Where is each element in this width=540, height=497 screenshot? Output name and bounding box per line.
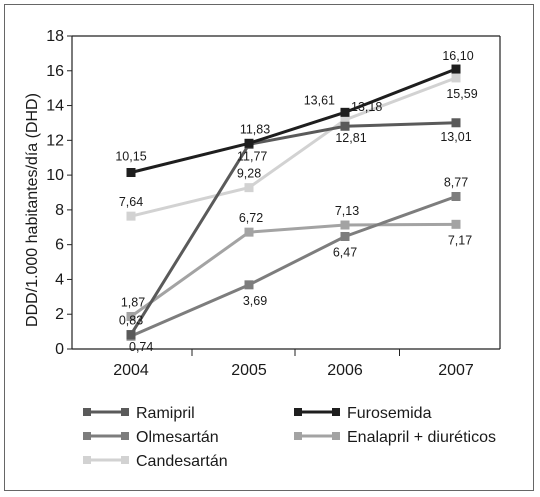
y-tick-label: 12 [46,132,64,149]
y-tick-label: 14 [46,98,64,115]
legend-label: Candesartán [136,453,228,470]
series-enalapril-diur-ticos [126,219,461,321]
data-label: 7,64 [119,195,143,209]
data-point [451,191,461,201]
legend-label: Ramipril [136,405,195,422]
data-point [340,121,350,131]
y-tick-label: 18 [46,28,64,45]
y-tick-label: 10 [46,167,64,184]
data-point [451,64,461,74]
x-tick-label: 2004 [113,362,149,379]
data-point [451,118,461,128]
data-point [126,311,136,321]
legend-swatch-marker [121,432,129,440]
legend-swatch-marker [121,408,129,416]
y-axis-label: DDD/1.000 habitantes/día (DHD) [24,93,41,327]
legend-label: Enalapril + diuréticos [347,429,496,446]
data-label: 8,77 [444,175,468,189]
legend-label: Furosemida [347,405,432,422]
data-point [451,219,461,229]
series-olmesart-n [126,191,461,341]
series-furosemida [126,64,461,178]
data-label: 1,87 [121,295,145,309]
data-point [244,227,254,237]
data-point [244,138,254,148]
series-line [130,195,457,338]
legend-swatch-marker [83,456,91,464]
data-label: 13,18 [351,100,382,114]
y-tick-label: 16 [46,63,64,80]
legend-swatch-marker [294,408,302,416]
series-lines: 0,83 11,77 12,81 13,01 10,15 11,83 13,61 16,10 0… [115,49,477,354]
data-label: 12,81 [335,131,366,145]
data-point [340,231,350,241]
series-line [129,121,457,336]
legend-swatch-marker [121,456,129,464]
legend-item: Enalapril + diuréticos [294,429,496,446]
x-tick-label: 2006 [327,362,363,379]
legend-swatch-marker [332,432,340,440]
data-point [126,168,136,178]
data-point [451,73,461,83]
data-label: 7,13 [335,204,359,218]
legend-swatch-marker [83,408,91,416]
data-point [340,115,350,125]
y-tick-label: 6 [55,237,64,254]
data-label: 0,74 [129,340,153,354]
data-label: 7,17 [448,233,472,247]
x-tick-label: 2005 [231,362,267,379]
chart-frame [4,4,534,491]
data-point [126,211,136,221]
x-tick-label: 2007 [438,362,474,379]
data-point [340,220,350,230]
series-line [130,76,457,218]
data-label: 11,83 [240,122,270,136]
y-tick-label: 8 [55,202,64,219]
data-label: 6,47 [333,245,357,259]
y-tick-label: 0 [55,341,64,358]
series-line [130,222,457,318]
data-label: 9,28 [237,167,261,181]
data-label: 13,61 [304,93,335,107]
y-tick-label: 2 [55,306,64,323]
data-point [244,280,254,290]
data-point [244,183,254,193]
data-labels: 0,83 11,77 12,81 13,01 10,15 11,83 13,61 16,10 0… [115,49,477,354]
data-label: 13,01 [440,130,471,144]
series-line [130,67,457,174]
y-tick-label: 4 [55,271,64,288]
legend: Ramipril Furosemida Olmesartán Enalapril + … [83,405,496,470]
data-label: 6,72 [239,211,263,225]
data-label: 11,77 [237,149,267,163]
legend-swatch-marker [294,432,302,440]
legend-item: Ramipril [83,405,195,422]
series-candesart-n [126,73,461,221]
legend-swatch-marker [83,432,91,440]
data-label: 15,59 [446,87,477,101]
legend-item: Olmesartán [83,429,219,446]
legend-label: Olmesartán [136,429,219,446]
data-point [126,330,136,340]
legend-item: Candesartán [83,453,228,470]
axes: 0 2 4 6 8 10 12 14 16 18 2004 2005 2006 2007 [46,28,501,379]
data-label: 10,15 [115,150,146,164]
data-label: 3,69 [243,294,267,308]
data-point [340,107,350,117]
data-label: 16,10 [442,49,473,63]
legend-swatch-marker [332,408,340,416]
data-label: 0,83 [119,314,143,328]
legend-item: Furosemida [294,405,432,422]
